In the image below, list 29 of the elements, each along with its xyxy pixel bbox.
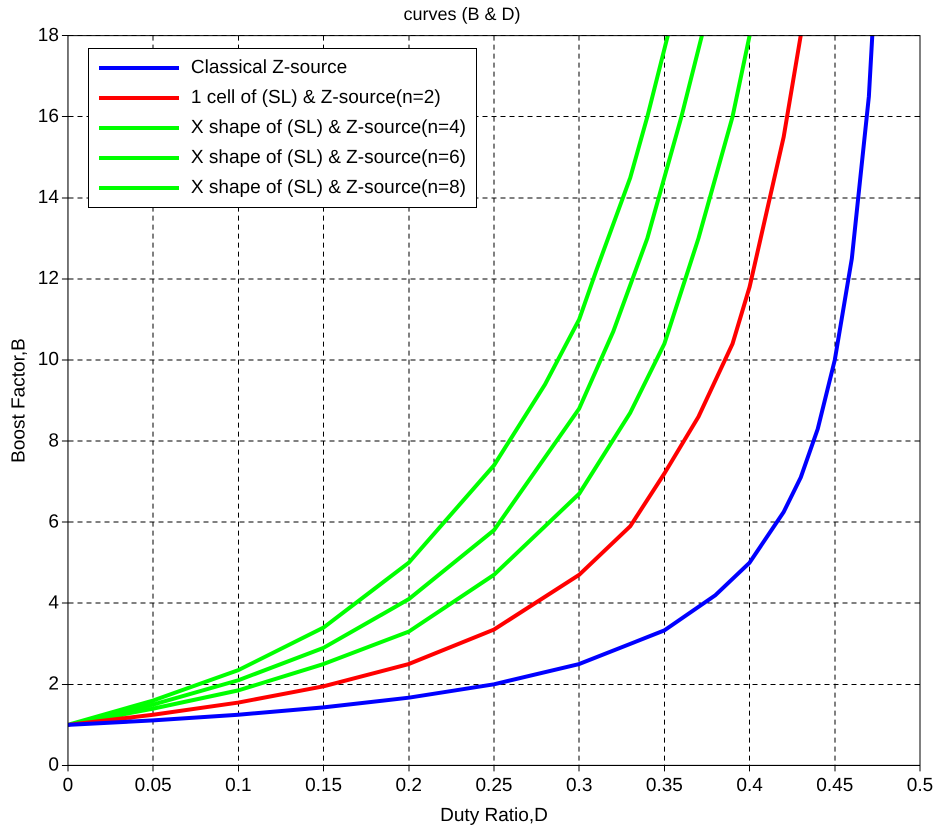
legend-label: X shape of (SL) & Z-source(n=6)	[190, 146, 466, 169]
y-tick-label: 10	[38, 349, 59, 370]
x-tick-label: 0.2	[396, 775, 422, 796]
x-tick-label: 0.05	[134, 775, 172, 796]
y-tick-label: 0	[48, 754, 59, 776]
x-tick-label: 0.1	[225, 775, 252, 796]
y-tick-label: 6	[48, 511, 59, 532]
legend-label: Classical Z-source	[190, 56, 348, 79]
x-tick-label: 0.4	[736, 775, 764, 796]
y-axis-title: Boost Factor,B	[8, 338, 30, 463]
chart-title: curves (B & D)	[403, 4, 521, 24]
legend-label: X shape of (SL) & Z-source(n=8)	[190, 176, 466, 199]
x-axis-title: Duty Ratio,D	[440, 804, 548, 826]
legend-label: X shape of (SL) & Z-source(n=4)	[190, 116, 466, 139]
y-tick-label: 2	[48, 674, 59, 695]
y-tick-label: 12	[38, 268, 59, 290]
x-tick-label: 0.25	[475, 775, 512, 796]
legend-label: 1 cell of (SL) & Z-source(n=2)	[190, 86, 441, 109]
x-tick-label: 0.15	[305, 775, 342, 796]
y-tick-label: 16	[38, 106, 59, 127]
x-tick-label: 0.45	[816, 775, 854, 796]
x-tick-label: 0.3	[566, 775, 592, 796]
y-tick-label: 4	[48, 592, 60, 614]
y-tick-label: 18	[38, 24, 59, 46]
x-tick-label: 0	[62, 775, 74, 796]
y-tick-label: 14	[38, 187, 60, 208]
x-tick-label: 0.35	[646, 775, 683, 796]
x-tick-label: 0.5	[906, 775, 934, 796]
y-tick-label: 8	[48, 430, 59, 452]
